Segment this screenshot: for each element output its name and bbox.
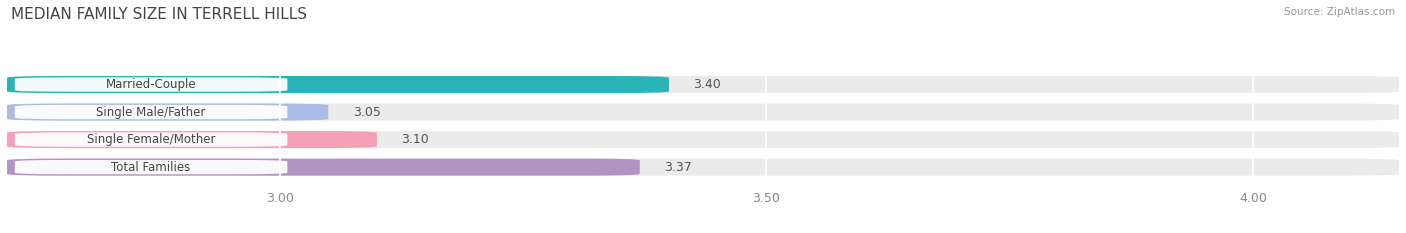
FancyBboxPatch shape (7, 103, 328, 121)
FancyBboxPatch shape (7, 131, 1399, 148)
Text: Source: ZipAtlas.com: Source: ZipAtlas.com (1284, 7, 1395, 17)
FancyBboxPatch shape (15, 132, 287, 147)
FancyBboxPatch shape (15, 160, 287, 174)
FancyBboxPatch shape (15, 77, 287, 92)
Text: Single Male/Father: Single Male/Father (97, 106, 205, 119)
FancyBboxPatch shape (7, 76, 669, 93)
FancyBboxPatch shape (7, 76, 1399, 93)
FancyBboxPatch shape (7, 159, 640, 176)
Text: 3.10: 3.10 (401, 133, 429, 146)
Text: MEDIAN FAMILY SIZE IN TERRELL HILLS: MEDIAN FAMILY SIZE IN TERRELL HILLS (11, 7, 308, 22)
FancyBboxPatch shape (7, 159, 1399, 176)
FancyBboxPatch shape (7, 131, 377, 148)
Text: 3.37: 3.37 (664, 161, 692, 174)
Text: 3.05: 3.05 (353, 106, 381, 119)
FancyBboxPatch shape (7, 103, 1399, 121)
Text: Total Families: Total Families (111, 161, 191, 174)
Text: 3.40: 3.40 (693, 78, 721, 91)
FancyBboxPatch shape (15, 105, 287, 119)
Text: Single Female/Mother: Single Female/Mother (87, 133, 215, 146)
Text: Married-Couple: Married-Couple (105, 78, 197, 91)
